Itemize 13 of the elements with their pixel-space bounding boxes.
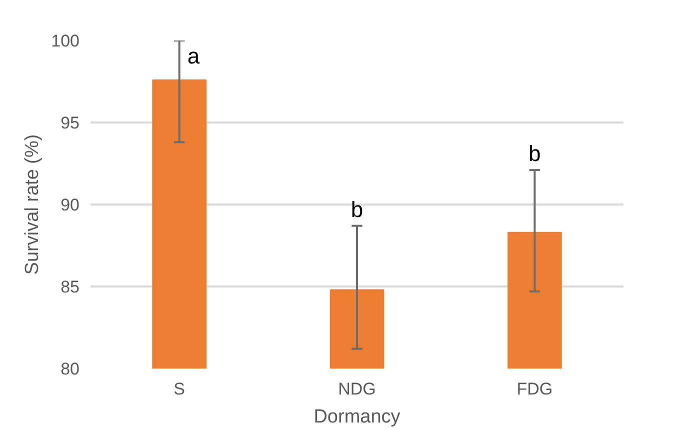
annotation: a: [187, 44, 200, 68]
annotation: b: [350, 196, 364, 222]
annotation: b: [528, 141, 541, 166]
x-tick-label: FDG: [516, 380, 553, 398]
y-tick-label: 100: [51, 32, 80, 50]
x-tick-label: NDG: [338, 380, 376, 398]
x-axis-title: Dormancy: [314, 406, 401, 428]
y-tick-label: 85: [60, 278, 80, 296]
y-axis-title: Survival rate (%): [22, 134, 44, 275]
y-tick-label: 80: [60, 360, 80, 378]
y-tick-label: 95: [60, 114, 80, 132]
x-tick-label: S: [174, 380, 186, 398]
y-tick-label: 90: [60, 196, 80, 214]
